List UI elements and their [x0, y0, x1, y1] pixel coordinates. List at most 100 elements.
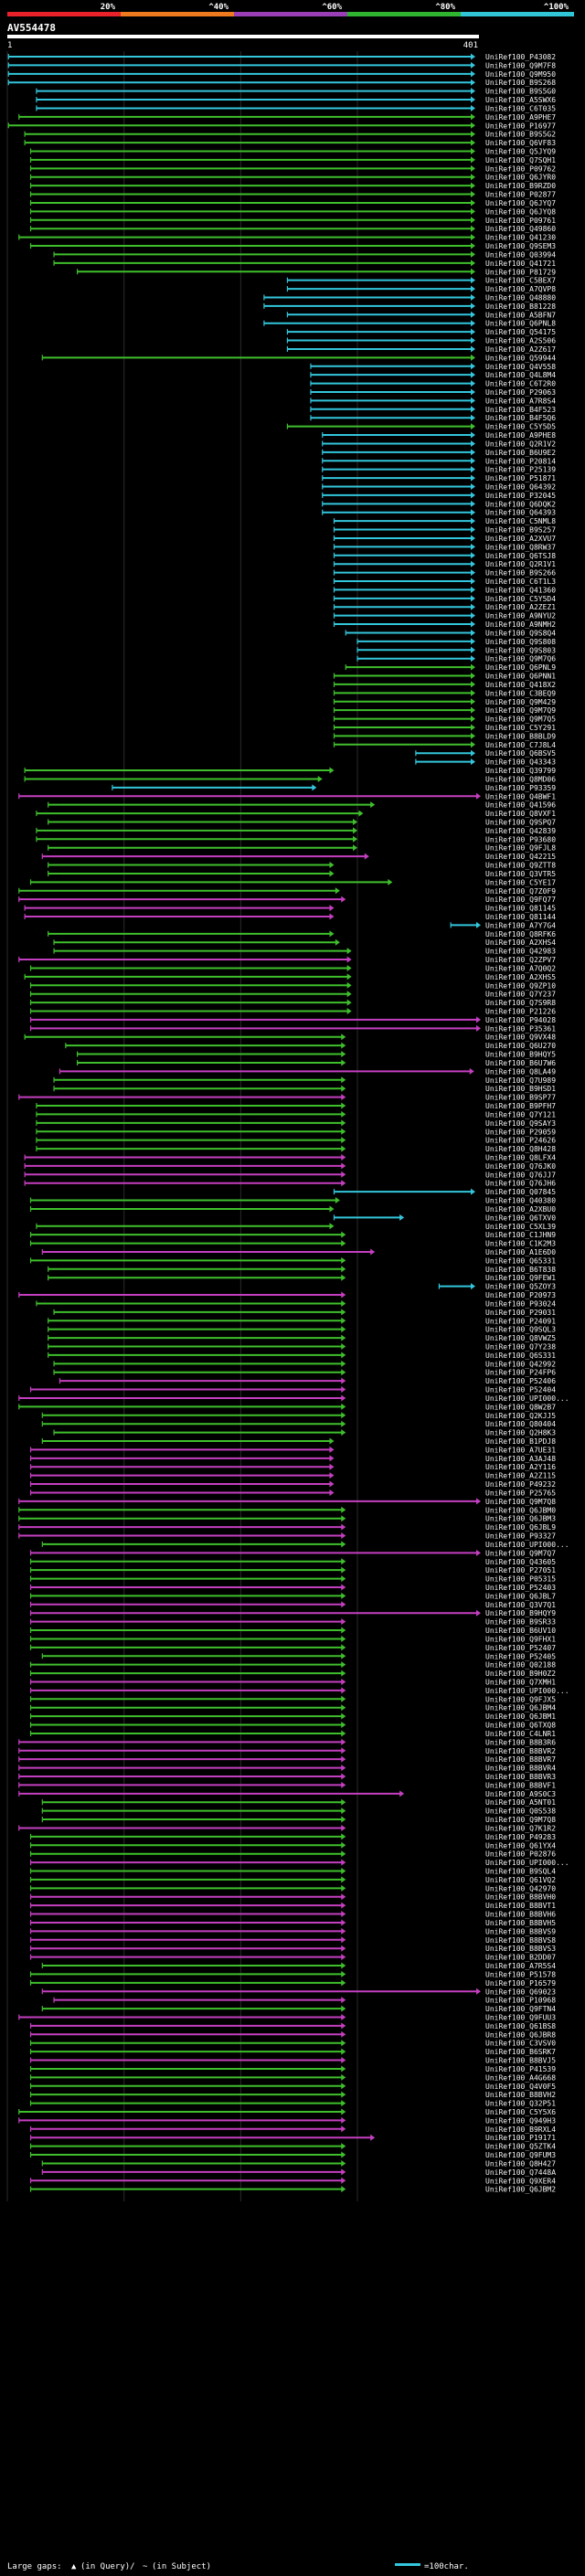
hit-label[interactable]: UniRef100_B8BVF1 — [485, 1781, 556, 1789]
hit-label[interactable]: UniRef100_B8BVR2 — [485, 1747, 556, 1755]
hit-label[interactable]: UniRef100_B9S266 — [485, 569, 556, 578]
hit-label[interactable]: UniRef100_Q42215 — [485, 853, 556, 861]
hit-label[interactable]: UniRef100_Q7XMH1 — [485, 1678, 556, 1686]
hit-label[interactable]: UniRef100_Q76JK0 — [485, 1162, 556, 1171]
hit-label[interactable]: UniRef100_Q81144 — [485, 913, 556, 921]
hit-label[interactable]: UniRef100_C5NML8 — [485, 517, 556, 525]
hit-label[interactable]: UniRef100_Q43343 — [485, 758, 556, 767]
hit-label[interactable]: UniRef100_C5BEX7 — [485, 277, 556, 285]
hit-label[interactable]: UniRef100_Q9FJX5 — [485, 1695, 556, 1703]
hit-label[interactable]: UniRef100_A5NT01 — [485, 1798, 556, 1807]
hit-label[interactable]: UniRef100_Q9XER4 — [485, 2177, 556, 2185]
hit-label[interactable]: UniRef100_P41539 — [485, 2065, 556, 2073]
hit-label[interactable]: UniRef100_B9HQY9 — [485, 1609, 556, 1617]
hit-label[interactable]: UniRef100_Q7Y121 — [485, 1110, 556, 1118]
hit-label[interactable]: UniRef100_B6U9E2 — [485, 449, 556, 457]
hit-label[interactable]: UniRef100_P27051 — [485, 1566, 556, 1574]
hit-label[interactable]: UniRef100_A9S0C3 — [485, 1790, 556, 1798]
hit-label[interactable]: UniRef100_A3AJ48 — [485, 1455, 556, 1463]
hit-label[interactable]: UniRef100_Q39799 — [485, 767, 556, 775]
hit-label[interactable]: UniRef100_C1K2M3 — [485, 1240, 556, 1248]
hit-label[interactable]: UniRef100_C6T1L3 — [485, 578, 556, 586]
hit-label[interactable]: UniRef100_Q6JBM1 — [485, 1712, 556, 1721]
hit-label[interactable]: UniRef100_Q41596 — [485, 801, 556, 810]
hit-label[interactable]: UniRef100_Q6PNN1 — [485, 673, 556, 681]
hit-label[interactable]: UniRef100_P21226 — [485, 1008, 556, 1016]
hit-label[interactable]: UniRef100_C5YE17 — [485, 878, 556, 886]
hit-label[interactable]: UniRef100_B9RZD0 — [485, 182, 556, 190]
hit-label[interactable]: UniRef100_Q07845 — [485, 1188, 556, 1196]
hit-label[interactable]: UniRef100_Q61VQ2 — [485, 1876, 556, 1884]
hit-label[interactable]: UniRef100_B6U7W6 — [485, 1059, 556, 1067]
hit-label[interactable]: UniRef100_A2XBU0 — [485, 1205, 556, 1214]
hit-label[interactable]: UniRef100_Q42839 — [485, 827, 556, 835]
hit-label[interactable]: UniRef100_P93359 — [485, 784, 556, 792]
hit-label[interactable]: UniRef100_Q8H427 — [485, 2159, 556, 2168]
hit-label[interactable]: UniRef100_Q7448A — [485, 2168, 556, 2177]
hit-label[interactable]: UniRef100_P10968 — [485, 1997, 556, 2005]
hit-label[interactable]: UniRef100_Q32P51 — [485, 2100, 556, 2108]
hit-label[interactable]: UniRef100_Q81145 — [485, 905, 556, 913]
hit-label[interactable]: UniRef100_B9SP77 — [485, 1094, 556, 1102]
hit-label[interactable]: UniRef100_Q6JBM3 — [485, 1515, 556, 1523]
hit-label[interactable]: UniRef100_Q69023 — [485, 1988, 556, 1996]
hit-label[interactable]: UniRef100_P52405 — [485, 1652, 556, 1660]
hit-label[interactable]: UniRef100_Q9SQL3 — [485, 1326, 556, 1334]
hit-label[interactable]: UniRef100_Q2R1V2 — [485, 440, 556, 448]
hit-label[interactable]: UniRef100_Q8VXF1 — [485, 810, 556, 818]
hit-label[interactable]: UniRef100_B9SR33 — [485, 1618, 556, 1627]
hit-label[interactable]: UniRef100_Q9M429 — [485, 698, 556, 706]
hit-label[interactable]: UniRef100_A7R5S4 — [485, 1962, 556, 1970]
hit-label[interactable]: UniRef100_Q64393 — [485, 509, 556, 517]
hit-label[interactable]: UniRef100_Q43605 — [485, 1558, 556, 1566]
hit-label[interactable]: UniRef100_UPI000... — [485, 1687, 569, 1695]
hit-label[interactable]: UniRef100_A7QVP8 — [485, 285, 556, 293]
hit-label[interactable]: UniRef100_C5Y291 — [485, 724, 556, 732]
hit-label[interactable]: UniRef100_Q9FHX1 — [485, 1635, 556, 1643]
hit-label[interactable]: UniRef100_B9SQL4 — [485, 1868, 556, 1876]
hit-label[interactable]: UniRef100_P29059 — [485, 1128, 556, 1136]
hit-label[interactable]: UniRef100_Q61YX4 — [485, 1841, 556, 1850]
hit-label[interactable]: UniRef100_Q5ZOY3 — [485, 1283, 556, 1291]
hit-label[interactable]: UniRef100_Q7S9R8 — [485, 999, 556, 1007]
hit-label[interactable]: UniRef100_Q49860 — [485, 225, 556, 233]
hit-label[interactable]: UniRef100_P94028 — [485, 1016, 556, 1024]
hit-label[interactable]: UniRef100_Q6JYQ7 — [485, 199, 556, 207]
hit-label[interactable]: UniRef100_Q8VWZ5 — [485, 1334, 556, 1342]
hit-label[interactable]: UniRef100_B8BVR4 — [485, 1765, 556, 1773]
hit-label[interactable]: UniRef100_B8BVH2 — [485, 2091, 556, 2099]
hit-label[interactable]: UniRef100_UPI000... — [485, 1394, 569, 1403]
hit-label[interactable]: UniRef100_B8BVJ5 — [485, 2057, 556, 2065]
hit-label[interactable]: UniRef100_A2XHS4 — [485, 938, 556, 947]
hit-label[interactable]: UniRef100_P93680 — [485, 835, 556, 843]
hit-label[interactable]: UniRef100_B8B3R6 — [485, 1738, 556, 1746]
hit-label[interactable]: UniRef100_A2S506 — [485, 337, 556, 345]
hit-label[interactable]: UniRef100_B6T838 — [485, 1266, 556, 1274]
hit-label[interactable]: UniRef100_A7Y7G4 — [485, 921, 556, 929]
hit-label[interactable]: UniRef100_Q418X2 — [485, 681, 556, 689]
hit-label[interactable]: UniRef100_P29063 — [485, 388, 556, 397]
hit-label[interactable]: UniRef100_A9PHE8 — [485, 431, 556, 440]
hit-label[interactable]: UniRef100_Q4BWF1 — [485, 792, 556, 800]
hit-label[interactable]: UniRef100_Q9M7Q7 — [485, 1549, 556, 1557]
hit-label[interactable]: UniRef100_A2ZEZ1 — [485, 603, 556, 611]
hit-label[interactable]: UniRef100_Q4L8M4 — [485, 371, 556, 379]
hit-label[interactable]: UniRef100_B6UV10 — [485, 1627, 556, 1635]
hit-label[interactable]: UniRef100_Q6JBL7 — [485, 1592, 556, 1600]
hit-label[interactable]: UniRef100_Q42992 — [485, 1360, 556, 1368]
hit-label[interactable]: UniRef100_P02876 — [485, 1850, 556, 1859]
hit-label[interactable]: UniRef100_C7J8L4 — [485, 741, 556, 749]
hit-label[interactable]: UniRef100_P02877 — [485, 191, 556, 199]
hit-label[interactable]: UniRef100_C1JHN9 — [485, 1231, 556, 1239]
hit-label[interactable]: UniRef100_Q8LA49 — [485, 1067, 556, 1076]
hit-label[interactable]: UniRef100_Q6JBL9 — [485, 1523, 556, 1532]
hit-label[interactable]: UniRef100_Q76JJ7 — [485, 1171, 556, 1179]
hit-label[interactable]: UniRef100_Q61BS8 — [485, 2022, 556, 2030]
hit-label[interactable]: UniRef100_P49232 — [485, 1480, 556, 1489]
hit-label[interactable]: UniRef100_Q6JBM4 — [485, 1704, 556, 1712]
hit-label[interactable]: UniRef100_Q2R1V1 — [485, 560, 556, 568]
hit-label[interactable]: UniRef100_Q8RW37 — [485, 543, 556, 551]
hit-label[interactable]: UniRef100_Q6PNL8 — [485, 320, 556, 328]
hit-label[interactable]: UniRef100_Q64392 — [485, 483, 556, 492]
hit-label[interactable]: UniRef100_A9NMH2 — [485, 620, 556, 629]
